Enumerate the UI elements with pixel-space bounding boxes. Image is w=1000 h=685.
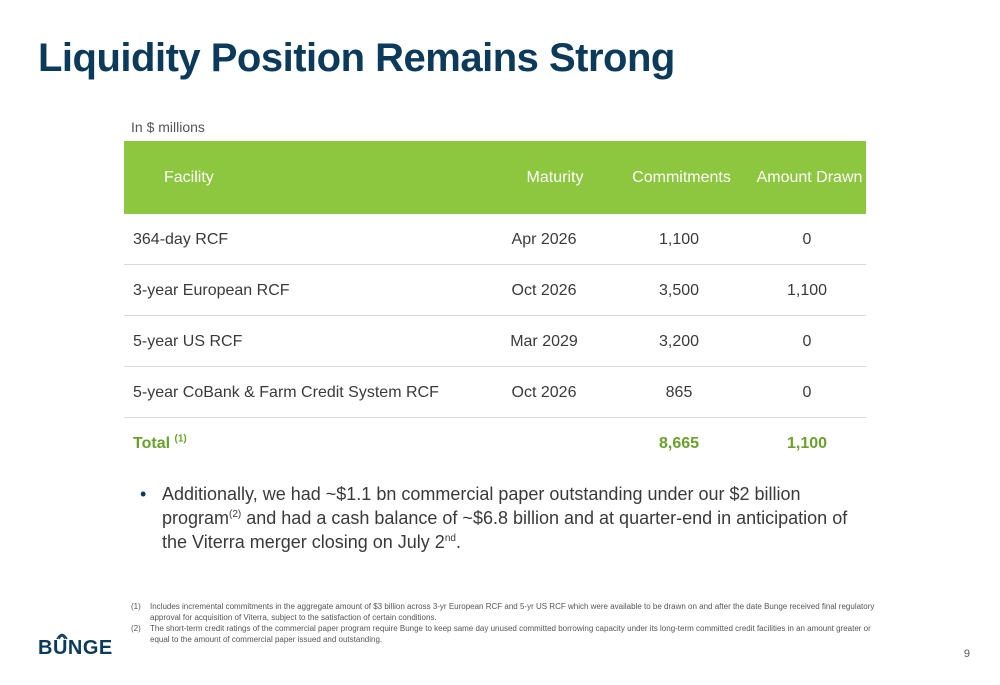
cell-maturity: Mar 2029 — [510, 333, 578, 350]
table-row: 3-year European RCF Oct 2026 3,500 1,100 — [124, 265, 866, 316]
table-header: Facility Maturity Commitments Amount Dra… — [124, 141, 866, 214]
footnote-1: (1) Includes incremental commitments in … — [131, 601, 881, 623]
total-commitments: 8,665 — [658, 435, 700, 452]
bunge-logo: BUNGE — [38, 637, 113, 659]
cell-facility: 5-year US RCF — [133, 333, 243, 350]
cell-drawn: 0 — [802, 231, 812, 248]
footnotes: (1) Includes incremental commitments in … — [131, 601, 881, 645]
cell-facility: 5-year CoBank & Farm Credit System RCF — [133, 384, 439, 401]
footnote-number: (1) — [131, 602, 141, 611]
bullet-sup-nd: nd — [444, 533, 456, 544]
total-footnote-ref: (1) — [174, 433, 187, 445]
cell-commitments: 3,200 — [658, 333, 700, 350]
cell-maturity: Apr 2026 — [511, 231, 577, 248]
header-maturity: Maturity — [526, 169, 584, 186]
table-row: 5-year US RCF Mar 2029 3,200 0 — [124, 316, 866, 367]
footnote-text: The short-term credit ratings of the com… — [150, 624, 871, 644]
footnote-text: Includes incremental commitments in the … — [150, 602, 875, 622]
bullet-text-part3: . — [455, 532, 461, 552]
page-number: 9 — [963, 648, 970, 660]
footnote-number: (2) — [131, 624, 141, 633]
cell-commitments: 1,100 — [658, 231, 700, 248]
cell-commitments: 865 — [665, 384, 693, 401]
liquidity-table: Facility Maturity Commitments Amount Dra… — [124, 141, 866, 468]
page-title: Liquidity Position Remains Strong — [38, 36, 675, 80]
footnote-2: (2) The short-term credit ratings of the… — [131, 623, 881, 645]
cell-commitments: 3,500 — [658, 282, 700, 299]
table-row: 5-year CoBank & Farm Credit System RCF O… — [124, 367, 866, 418]
cell-facility: 3-year European RCF — [133, 282, 290, 299]
bullet-text: Additionally, we had ~$1.1 bn commercial… — [162, 482, 852, 554]
total-label-wrap: Total (1) — [133, 433, 187, 453]
bullet-sup-2: (2) — [229, 509, 242, 520]
bullet-dot-icon: • — [140, 484, 147, 504]
cell-drawn: 0 — [802, 384, 812, 401]
header-amount-drawn: Amount Drawn — [756, 169, 863, 186]
total-label: Total — [133, 435, 171, 452]
bullet-text-part2: and had a cash balance of ~$6.8 billion … — [162, 508, 848, 552]
cell-maturity: Oct 2026 — [511, 384, 577, 401]
cell-drawn: 1,100 — [786, 282, 828, 299]
header-facility: Facility — [164, 169, 214, 186]
total-row: Total (1) 8,665 1,100 — [124, 418, 866, 468]
cell-facility: 364-day RCF — [133, 231, 229, 248]
bunge-logo-mark-icon — [56, 633, 68, 640]
header-commitments: Commitments — [632, 169, 731, 186]
total-drawn: 1,100 — [786, 435, 828, 452]
table-row: 364-day RCF Apr 2026 1,100 0 — [124, 214, 866, 265]
bullet-text-part1: Additionally, we had ~$1.1 bn commercial… — [162, 484, 801, 528]
cell-drawn: 0 — [802, 333, 812, 350]
cell-maturity: Oct 2026 — [511, 282, 577, 299]
units-label: In $ millions — [131, 119, 205, 135]
